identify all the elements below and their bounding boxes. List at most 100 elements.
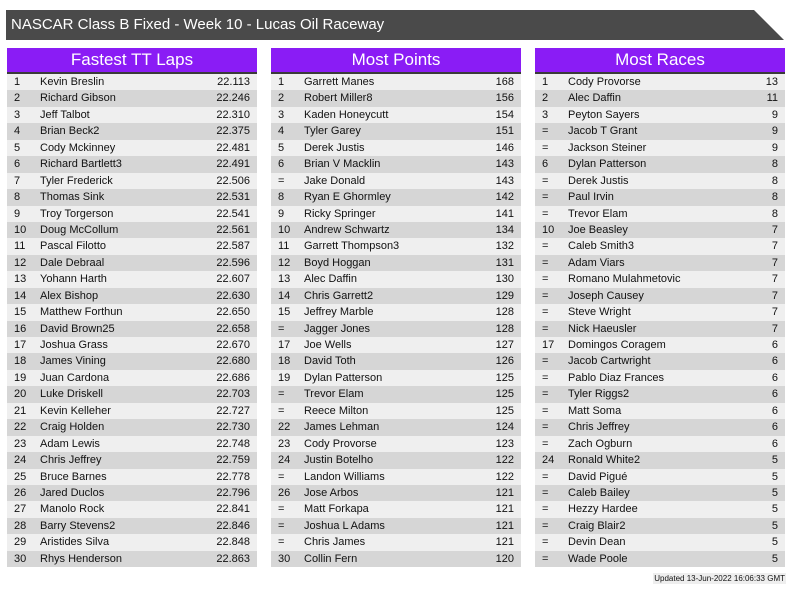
- table-row: 11 Pascal Filotto 22.587: [7, 238, 257, 255]
- rank-cell: 30: [278, 552, 291, 565]
- table-row: = Matt Soma 6: [535, 402, 785, 420]
- value-cell: 22.863: [216, 552, 250, 565]
- table-row: 10 Doug McCollum 22.561: [7, 221, 257, 239]
- rank-cell: 17: [278, 339, 291, 351]
- table-row: 23 Cody Provorse 123: [271, 435, 521, 453]
- rank-cell: 30: [14, 552, 27, 565]
- table-row: = Hezzy Hardee 5: [535, 501, 785, 518]
- driver-name-cell: Cody Provorse: [304, 437, 377, 450]
- driver-name-cell: Adam Lewis: [40, 437, 100, 450]
- table-row: 20 Luke Driskell 22.703: [7, 386, 257, 403]
- driver-name-cell: Steve Wright: [568, 306, 631, 319]
- rank-cell: =: [278, 519, 285, 532]
- table-row: 19 Juan Cardona 22.686: [7, 369, 257, 387]
- driver-name-cell: Richard Bartlett3: [40, 158, 122, 171]
- value-cell: 22.670: [216, 339, 250, 351]
- table-row: = Joseph Causey 7: [535, 287, 785, 305]
- value-cell: 123: [495, 437, 514, 450]
- driver-name-cell: Jake Donald: [304, 174, 366, 187]
- rank-cell: 8: [14, 191, 21, 204]
- value-cell: 125: [495, 371, 514, 384]
- driver-name-cell: Rhys Henderson: [40, 552, 122, 565]
- rank-cell: 8: [278, 191, 285, 204]
- rank-cell: 12: [14, 256, 27, 269]
- value-cell: 128: [495, 322, 514, 335]
- value-cell: 22.846: [216, 519, 250, 532]
- value-cell: 7: [771, 240, 778, 253]
- value-cell: 6: [771, 388, 778, 401]
- driver-name-cell: Manolo Rock: [40, 503, 105, 516]
- value-cell: 22.778: [216, 470, 250, 483]
- rank-cell: 1: [14, 76, 21, 88]
- driver-name-cell: Craig Holden: [40, 421, 105, 434]
- table-row: 14 Chris Garrett2 129: [271, 287, 521, 305]
- rank-cell: 6: [14, 158, 21, 171]
- table-row: 6 Dylan Patterson 8: [535, 156, 785, 173]
- driver-name-cell: Garrett Manes: [304, 76, 375, 88]
- table-row: 19 Dylan Patterson 125: [271, 369, 521, 387]
- rank-cell: 25: [14, 470, 27, 483]
- rank-cell: 1: [542, 76, 549, 88]
- rank-cell: 10: [542, 223, 555, 236]
- value-cell: 22.686: [216, 371, 250, 384]
- value-cell: 22.680: [216, 355, 250, 368]
- driver-name-cell: Reece Milton: [304, 404, 369, 417]
- driver-name-cell: Matthew Forthun: [40, 306, 123, 319]
- driver-name-cell: Derek Justis: [304, 141, 365, 154]
- table-row: = Steve Wright 7: [535, 304, 785, 321]
- rank-cell: 9: [278, 207, 285, 220]
- table-row: = Chris Jeffrey 6: [535, 419, 785, 436]
- rank-cell: =: [542, 519, 549, 532]
- rank-cell: 24: [14, 454, 27, 467]
- rank-cell: 23: [278, 437, 291, 450]
- table-row: 4 Tyler Garey 151: [271, 123, 521, 140]
- driver-name-cell: Jared Duclos: [40, 486, 105, 499]
- rank-cell: =: [542, 322, 549, 335]
- value-cell: 122: [495, 454, 514, 467]
- value-cell: 22.481: [216, 141, 250, 154]
- table-row: 6 Brian V Macklin 143: [271, 156, 521, 173]
- value-cell: 122: [495, 470, 514, 483]
- driver-name-cell: Jacob Cartwright: [568, 355, 651, 368]
- table-row: 8 Thomas Sink 22.531: [7, 189, 257, 206]
- value-cell: 22.587: [216, 240, 250, 253]
- rank-cell: =: [542, 141, 549, 154]
- table-row: 27 Manolo Rock 22.841: [7, 501, 257, 518]
- table-row: = Reece Milton 125: [271, 402, 521, 420]
- driver-name-cell: Luke Driskell: [40, 388, 103, 401]
- value-cell: 154: [495, 108, 514, 121]
- value-cell: 128: [495, 306, 514, 319]
- table-row: = Caleb Bailey 5: [535, 484, 785, 502]
- rank-cell: =: [542, 536, 549, 549]
- table-row: 8 Ryan E Ghormley 142: [271, 189, 521, 206]
- value-cell: 120: [495, 552, 514, 565]
- table-row: 5 Cody Mckinney 22.481: [7, 139, 257, 157]
- rank-cell: =: [542, 503, 549, 516]
- table-row: 9 Ricky Springer 141: [271, 205, 521, 222]
- table-row: 18 James Vining 22.680: [7, 353, 257, 370]
- rank-cell: 2: [278, 92, 285, 105]
- value-cell: 22.796: [216, 486, 250, 499]
- rank-cell: 11: [14, 240, 26, 253]
- driver-name-cell: Juan Cardona: [40, 371, 110, 384]
- table-row: 23 Adam Lewis 22.748: [7, 435, 257, 453]
- driver-name-cell: Joe Wells: [304, 339, 352, 351]
- value-cell: 22.491: [216, 158, 250, 171]
- table-row: = Caleb Smith3 7: [535, 238, 785, 255]
- table-row: 3 Kaden Honeycutt 154: [271, 106, 521, 124]
- table-row: = Zach Ogburn 6: [535, 435, 785, 453]
- rank-cell: 11: [278, 240, 290, 253]
- driver-name-cell: Jagger Jones: [304, 322, 371, 335]
- table-row: = Trevor Elam 8: [535, 205, 785, 222]
- value-cell: 7: [771, 322, 778, 335]
- value-cell: 130: [495, 273, 514, 286]
- rank-cell: 10: [14, 223, 27, 236]
- value-cell: 121: [495, 536, 514, 549]
- rank-cell: =: [542, 486, 549, 499]
- value-cell: 22.703: [216, 388, 250, 401]
- rank-cell: 2: [542, 92, 549, 105]
- rank-cell: 17: [14, 339, 27, 351]
- value-cell: 5: [771, 519, 778, 532]
- value-cell: 125: [495, 388, 514, 401]
- driver-name-cell: Aristides Silva: [40, 536, 110, 549]
